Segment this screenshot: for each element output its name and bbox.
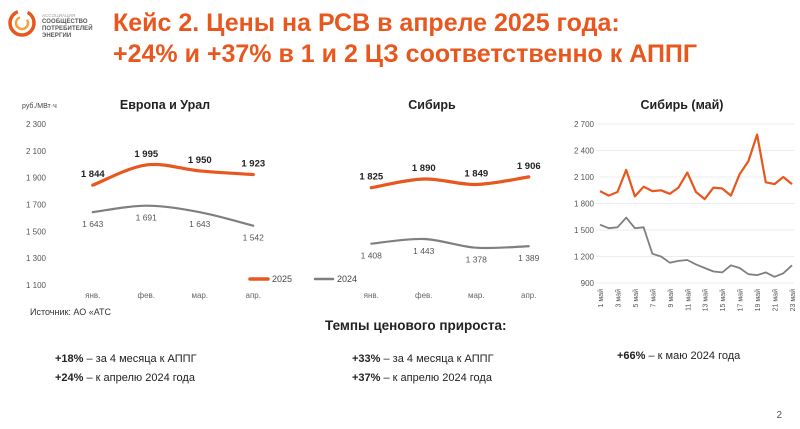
stat-eu-april: +24% – к апрелю 2024 года [55, 372, 195, 384]
x-tick-label: 11 май [684, 289, 692, 311]
x-tick-label: янв. [364, 291, 379, 300]
series-line-2024 [91, 204, 255, 227]
page-title: Кейс 2. Цены на РСВ в апреле 2025 года: … [113, 8, 793, 70]
chart-siberia: Сибирь янв. фев. мар. апр. 1 825 1 890 1 849 1 9… [359, 98, 540, 300]
series-line-2024 [370, 237, 530, 250]
page-number: 2 [776, 410, 782, 421]
x-tick-label: апр. [521, 291, 536, 300]
series-line-2025 [599, 133, 793, 201]
y-tick-label: 1 200 [574, 253, 595, 262]
y-tick-label: 1 300 [26, 254, 47, 263]
x-tick-label: 23 май [789, 289, 797, 311]
y-tick-label: 2 400 [574, 147, 595, 156]
stat-sib-4months: +33% – за 4 месяца к АППГ [352, 353, 494, 365]
x-tick-label: 3 май [614, 289, 622, 308]
y-tick-label: 2 100 [26, 147, 47, 156]
data-label: 1 389 [518, 253, 540, 263]
data-label: 1 950 [188, 155, 212, 166]
data-label: 1 542 [243, 233, 265, 243]
x-tick-label: 21 май [772, 289, 780, 311]
stat-value: +18% [55, 353, 84, 365]
x-tick-label: фев. [137, 291, 155, 300]
x-tick-label: 15 май [719, 289, 727, 311]
growth-title: Темпы ценового прироста: [325, 318, 507, 333]
chart-europe-ural: Европа и Урал руб./МВт·ч 2 300 2 100 1 900 1 … [22, 98, 265, 300]
logo: АССОЦИАЦИЯ СООБЩЕСТВО ПОТРЕБИТЕЛЕЙ ЭНЕРГ… [8, 8, 118, 44]
data-label: 1 849 [464, 169, 488, 180]
data-label: 1 906 [517, 161, 541, 172]
series-line-2024 [599, 216, 793, 278]
data-label: 1 890 [412, 163, 436, 174]
stat-eu-4months: +18% – за 4 месяца к АППГ [55, 353, 197, 365]
y-tick-label: 1 900 [26, 174, 47, 183]
x-tick-label: 17 май [737, 289, 745, 311]
x-tick-label: фев. [415, 291, 433, 300]
data-label: 1 825 [359, 172, 383, 183]
stat-text: – к апрелю 2024 года [83, 372, 195, 384]
x-tick-label: янв. [85, 291, 100, 300]
x-tick-label: мар. [468, 291, 485, 300]
logo-icon [8, 9, 36, 37]
y-tick-label: 2 300 [26, 120, 47, 129]
logo-text-0: АССОЦИАЦИЯ [42, 13, 76, 18]
data-label: 1 923 [241, 159, 265, 170]
x-tick-label: 19 май [754, 289, 762, 311]
data-label: 1 378 [466, 255, 488, 265]
stat-text: – за 4 месяца к АППГ [83, 353, 197, 365]
x-tick-label: 7 май [649, 289, 657, 308]
chart-title: Сибирь (май) [641, 98, 724, 112]
stat-value: +33% [352, 353, 381, 365]
y-tick-label: 1 500 [574, 226, 595, 235]
x-tick-label: 13 май [702, 289, 710, 311]
series-line-2025 [91, 162, 255, 187]
title-line-1: Кейс 2. Цены на РСВ в апреле 2025 года: [113, 9, 620, 37]
data-label: 1 691 [136, 213, 158, 223]
y-axis-unit: руб./МВт·ч [22, 102, 57, 110]
x-tick-label: 1 май [597, 289, 605, 308]
series-line-2025 [369, 175, 531, 190]
chart-siberia-may: Сибирь (май) 2 700 2 400 2 100 1 800 1 500 1 2… [574, 98, 797, 311]
stat-may: +66% – к маю 2024 года [617, 350, 740, 362]
y-tick-label: 1 800 [574, 200, 595, 209]
chart-legend: 2025 2024 [248, 274, 357, 284]
stat-text: – за 4 месяца к АППГ [380, 353, 494, 365]
data-label: 1 643 [189, 219, 211, 229]
legend-label-2025: 2025 [272, 274, 292, 284]
logo-text-2: ПОТРЕБИТЕЛЕЙ [42, 26, 93, 32]
stat-sib-april: +37% – к апрелю 2024 года [352, 372, 492, 384]
stat-value: +37% [352, 372, 381, 384]
stat-text: – к маю 2024 года [645, 350, 741, 362]
y-tick-label: 1 100 [26, 281, 47, 290]
logo-text-1: СООБЩЕСТВО [42, 19, 88, 25]
stat-value: +66% [617, 350, 646, 362]
x-tick-label: апр. [246, 291, 261, 300]
y-tick-label: 2 700 [574, 120, 595, 129]
chart-title: Сибирь [408, 98, 456, 112]
y-tick-label: 1 700 [26, 201, 47, 210]
x-tick-label: 5 май [632, 289, 640, 308]
chart-title: Европа и Урал [120, 98, 210, 112]
y-tick-label: 900 [581, 279, 595, 288]
logo-text-3: ЭНЕРГИИ [42, 33, 72, 39]
source-note: Источник: АО «АТС [30, 307, 112, 317]
data-label: 1 408 [361, 251, 383, 261]
stat-text: – к апрелю 2024 года [380, 372, 492, 384]
title-line-2: +24% и +37% в 1 и 2 ЦЗ соответственно к … [113, 40, 698, 68]
data-label: 1 844 [81, 169, 105, 180]
data-label: 1 443 [413, 246, 435, 256]
y-tick-label: 1 500 [26, 227, 47, 236]
data-label: 1 995 [134, 149, 158, 160]
legend-label-2024: 2024 [337, 274, 357, 284]
y-tick-label: 2 100 [574, 173, 595, 182]
x-tick-label: мар. [191, 291, 208, 300]
x-tick-label: 9 май [667, 289, 675, 308]
data-label: 1 643 [82, 219, 104, 229]
stat-value: +24% [55, 372, 84, 384]
